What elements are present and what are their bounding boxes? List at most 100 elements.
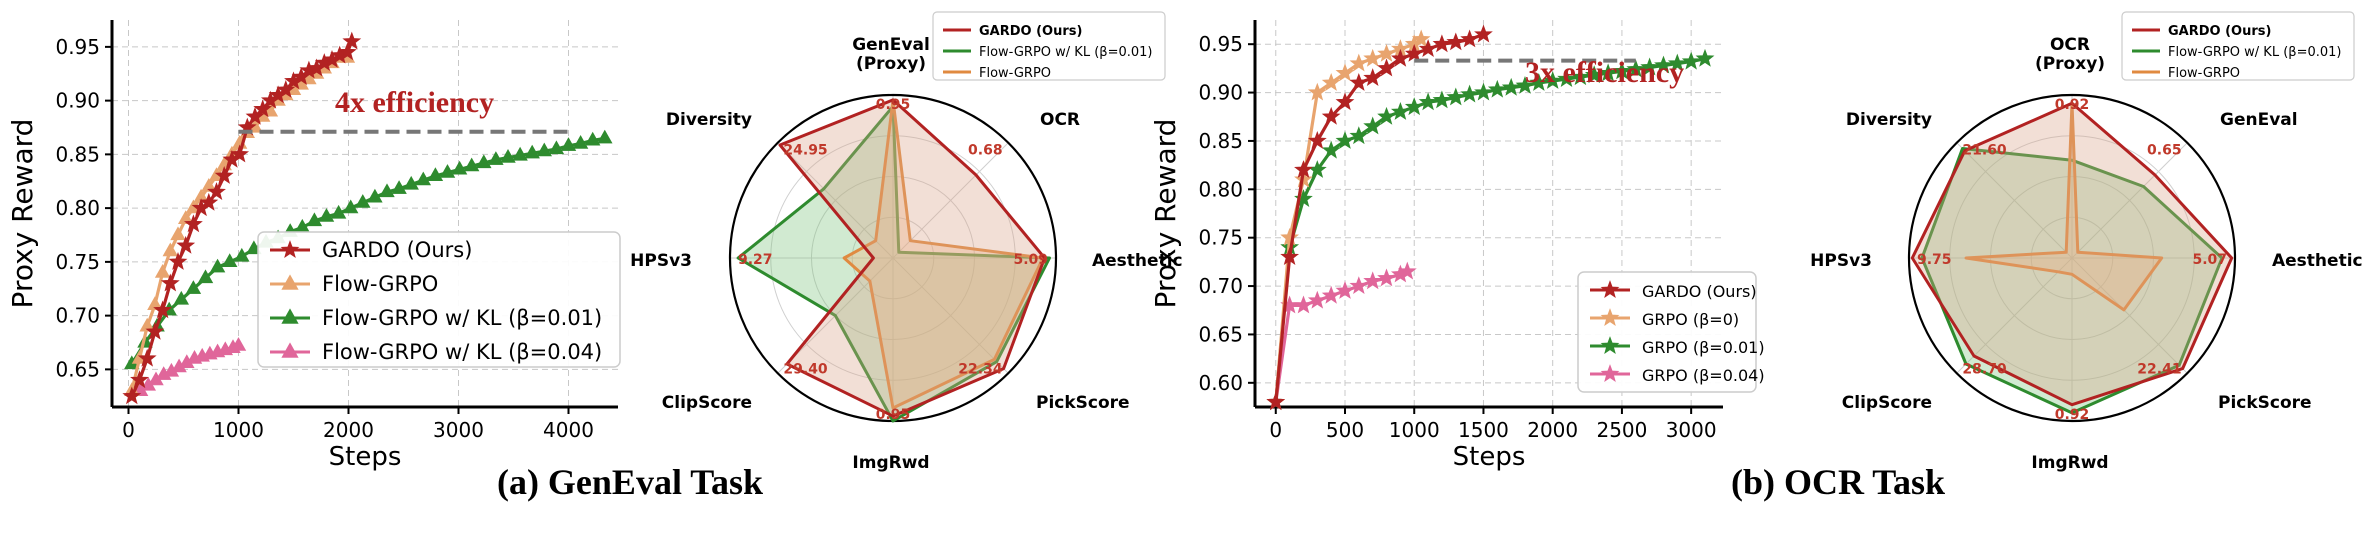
radar-value-label-2: 5.07 xyxy=(2192,252,2227,268)
y-axis-label: Proxy Reward xyxy=(1149,119,1182,309)
series-0-point-3 xyxy=(1307,131,1327,149)
series-1-point-6 xyxy=(1349,53,1369,72)
series-2-point-13 xyxy=(1446,87,1466,106)
radar-axis-label-line: (Proxy) xyxy=(856,54,926,74)
series-2-point-7 xyxy=(1363,116,1383,135)
radar-axis-label-2: Aesthetic xyxy=(1092,251,1183,271)
series-2-point-31 xyxy=(500,148,516,163)
radar-axis-label-0: OCR (Proxy) xyxy=(2035,35,2105,74)
radar-axis-label-line: OCR xyxy=(2050,35,2090,55)
legend-label-2: GRPO (β=0.01) xyxy=(1642,338,1765,357)
series-2-point-14 xyxy=(1460,84,1480,103)
series-0-point-2 xyxy=(1294,160,1313,178)
series-3-point-14 xyxy=(230,337,247,351)
series-2-point-18 xyxy=(1515,75,1535,94)
radar-spoke-3 xyxy=(2071,257,2188,374)
series-2-point-9 xyxy=(234,247,250,262)
radar-axis-label-line: (Proxy) xyxy=(2035,54,2105,74)
series-2-point-26 xyxy=(439,164,456,178)
series-2-point-28 xyxy=(463,157,480,172)
legend-label-2: Flow-GRPO w/ KL (β=0.01) xyxy=(322,306,602,330)
series-3-point-5 xyxy=(1335,281,1355,299)
radar-legend-label-0: GARDO (Ours) xyxy=(2168,24,2271,39)
radar-value-label-5: 28.70 xyxy=(1962,362,2007,378)
efficiency-annotation: 4x efficiency xyxy=(335,86,494,119)
series-2-point-17 xyxy=(1501,77,1521,96)
series-2-point-15 xyxy=(306,212,323,227)
radar-axis-label-6: HPSv3 xyxy=(630,251,692,271)
x-tick-label-1: 500 xyxy=(1326,418,1364,442)
radar-value-label-6: 9.27 xyxy=(738,252,773,268)
radar-axis-label-line: PickScore xyxy=(1036,393,1130,413)
radar-value-label-1: 0.68 xyxy=(968,142,1003,158)
series-3-point-8 xyxy=(1377,268,1396,287)
series-2-point-4 xyxy=(173,290,190,305)
y-tick-label-5: 0.90 xyxy=(55,89,100,113)
radar-axis-label-line: ImgRwd xyxy=(2031,453,2108,473)
caption-ocr: (b) OCR Task xyxy=(1731,462,1945,502)
radar-value-label-4: 0.95 xyxy=(876,407,911,423)
radar-series-2 xyxy=(1964,101,2164,312)
series-0-point-12 xyxy=(1432,34,1452,53)
y-tick-label-6: 0.90 xyxy=(1198,81,1243,105)
x-axis-label: Steps xyxy=(1453,442,1526,472)
series-2-point-30 xyxy=(1681,51,1701,70)
series-2-point-6 xyxy=(197,269,214,284)
radar-chart-geneval: GenEval (Proxy) OCR Aesthetic PickScore ImgRw… xyxy=(630,11,1183,473)
radar-axis-label-line: HPSv3 xyxy=(630,251,692,271)
series-2-point-35 xyxy=(548,140,565,155)
series-3-point-6 xyxy=(1349,276,1369,295)
x-tick-label-5: 2500 xyxy=(1596,418,1647,442)
series-2-point-23 xyxy=(403,175,419,190)
series-2-point-27 xyxy=(1640,57,1660,76)
radar-series-0 xyxy=(1910,101,2234,407)
series-0-point-12 xyxy=(214,166,234,184)
radar-legend-label-0: GARDO (Ours) xyxy=(979,24,1082,39)
caption-geneval: (a) GenEval Task xyxy=(497,462,763,502)
series-2-point-38 xyxy=(584,131,601,146)
series-2-point-24 xyxy=(415,171,432,186)
y-tick-label-4: 0.80 xyxy=(1198,177,1243,201)
series-2-point-5 xyxy=(185,280,202,294)
series-1-point-5 xyxy=(1335,63,1355,82)
series-0-point-28 xyxy=(337,42,357,61)
radar-legend-label-1: Flow-GRPO w/ KL (β=0.01) xyxy=(2168,45,2341,60)
x-tick-label-3: 3000 xyxy=(433,418,484,442)
series-0-point-29 xyxy=(342,31,362,50)
radar-axis-label-1: GenEval xyxy=(2220,110,2298,130)
series-2-point-10 xyxy=(1404,97,1424,116)
y-tick-label-0: 0.65 xyxy=(55,357,100,381)
series-2-point-19 xyxy=(355,194,371,208)
radar-legend-box xyxy=(932,11,1166,81)
radar-axis-label-line: ClipScore xyxy=(662,393,752,413)
radar-chart-ocr: OCR (Proxy) GenEval Aesthetic PickScore ImgRw… xyxy=(1810,11,2363,473)
series-1-point-3 xyxy=(147,296,163,311)
x-tick-label-6: 3000 xyxy=(1666,418,1717,442)
legend-marker-1 xyxy=(281,274,299,290)
series-1-point-7 xyxy=(1363,48,1383,67)
series-0-point-8 xyxy=(183,214,203,233)
radar-axis-label-line: Aesthetic xyxy=(1092,251,1183,271)
series-3-point-2 xyxy=(1294,295,1313,314)
series-1-point-11 xyxy=(1411,29,1431,48)
series-2-point-16 xyxy=(318,208,335,222)
series-2-point-22 xyxy=(1570,67,1590,86)
radar-axis-label-3: PickScore xyxy=(1036,393,1130,413)
radar-spoke-1 xyxy=(2071,142,2188,259)
x-tick-label-2: 1000 xyxy=(1389,418,1440,442)
legend-label-0: GARDO (Ours) xyxy=(1642,282,1757,301)
series-0-point-1 xyxy=(130,370,149,389)
radar-value-label-0: 0.95 xyxy=(876,97,911,113)
radar-spoke-1 xyxy=(892,142,1009,259)
series-0-point-6 xyxy=(168,252,188,270)
series-2-point-21 xyxy=(1557,69,1576,87)
series-2-point-2 xyxy=(1294,189,1313,207)
series-0-point-14 xyxy=(230,144,250,163)
series-0-point-3 xyxy=(145,321,165,340)
radar-value-label-7: 21.60 xyxy=(1962,142,2007,158)
radar-axis-label-4: ImgRwd xyxy=(2031,453,2108,473)
radar-value-label-3: 22.34 xyxy=(958,362,1003,378)
series-2-point-6 xyxy=(1349,126,1369,145)
radar-legend: GARDO (Ours) Flow-GRPO w/ KL (β=0.01) Flow… xyxy=(2121,11,2355,81)
series-0-point-9 xyxy=(1390,48,1410,67)
